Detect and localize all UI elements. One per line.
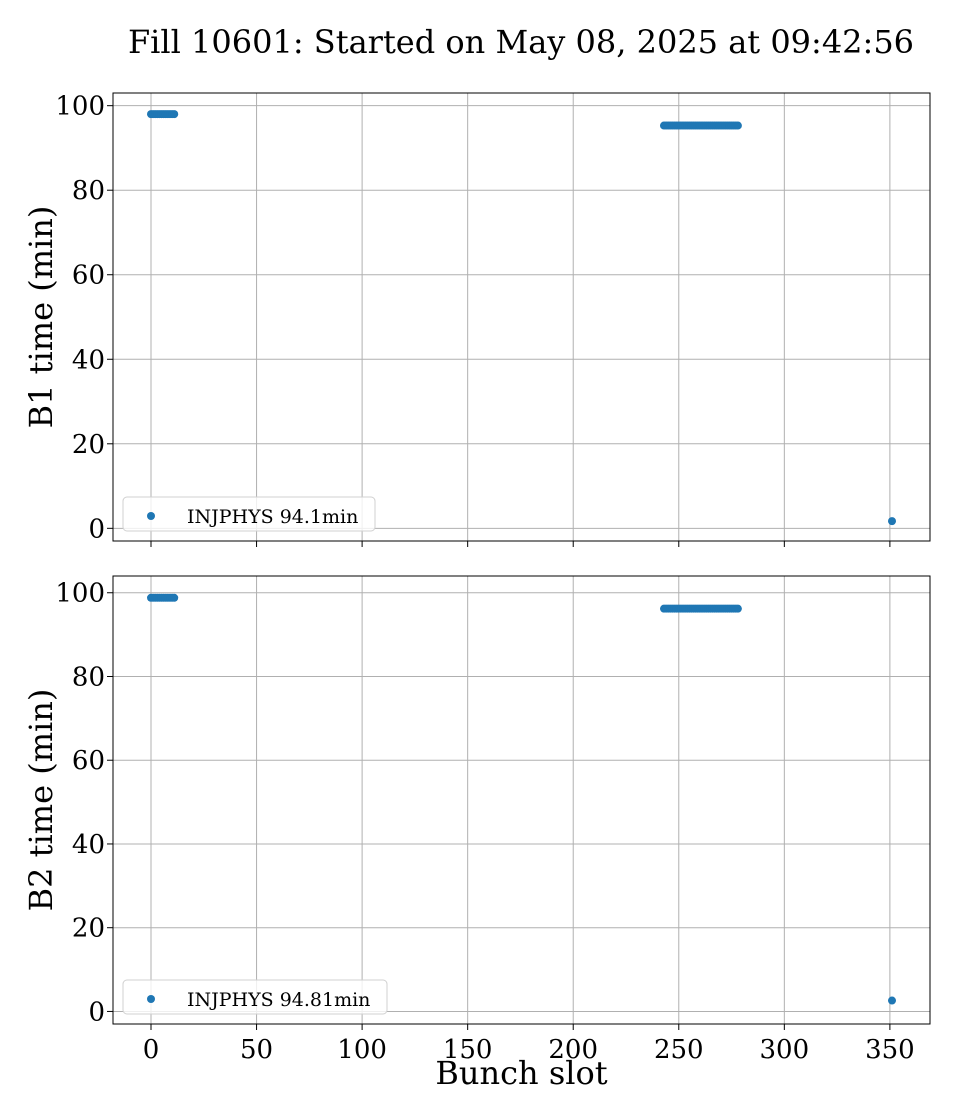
y-tick-label: 100 bbox=[55, 92, 105, 122]
legend-box bbox=[122, 979, 388, 1015]
y-tick-label: 100 bbox=[55, 579, 105, 609]
y-tick-label: 80 bbox=[72, 176, 105, 206]
data-point bbox=[733, 121, 742, 130]
panel-2: 0 50 100 150 200 250 300 350 0 20 40 60 80 100 B2 time… bbox=[22, 575, 931, 1065]
subplots: 0 20 40 60 80 100 B1 time (min) INJPHYS 94.1min… bbox=[22, 92, 931, 1092]
y-axis-label: B2 time (min) bbox=[22, 689, 60, 912]
legend-marker bbox=[147, 512, 155, 520]
x-tick-label: 50 bbox=[240, 1035, 273, 1065]
y-tick-label: 20 bbox=[72, 914, 105, 944]
data-point bbox=[170, 593, 179, 602]
y-tick-label: 40 bbox=[72, 345, 105, 375]
x-tick-label: 250 bbox=[654, 1035, 704, 1065]
y-tick-label: 80 bbox=[72, 662, 105, 692]
x-tick-label: 150 bbox=[443, 1035, 493, 1065]
data-point bbox=[888, 996, 896, 1005]
y-axis-label: B1 time (min) bbox=[22, 206, 60, 429]
axes-frame bbox=[112, 92, 931, 542]
panel-1: 0 20 40 60 80 100 B1 time (min) INJPHYS 94.1min bbox=[22, 92, 931, 547]
legend: INJPHYS 94.81min bbox=[122, 979, 388, 1015]
y-tick-label: 0 bbox=[88, 997, 105, 1027]
y-tick-label: 40 bbox=[72, 830, 105, 860]
y-tick-label: 20 bbox=[72, 430, 105, 460]
x-tick-label: 300 bbox=[760, 1035, 810, 1065]
legend-box bbox=[122, 496, 376, 532]
y-tick-label: 60 bbox=[72, 261, 105, 291]
legend-label: INJPHYS 94.1min bbox=[187, 506, 358, 528]
data-point bbox=[170, 110, 179, 119]
legend: INJPHYS 94.1min bbox=[122, 496, 376, 532]
figure-title: Fill 10601: Started on May 08, 2025 at 0… bbox=[128, 23, 914, 61]
x-tick-label: 100 bbox=[337, 1035, 387, 1065]
data-point bbox=[888, 517, 896, 526]
legend-marker bbox=[147, 995, 155, 1003]
x-tick-label: 0 bbox=[143, 1035, 160, 1065]
x-axis-label: Bunch slot bbox=[435, 1054, 607, 1092]
data-point bbox=[733, 604, 742, 613]
axes-frame bbox=[112, 575, 931, 1025]
y-tick-label: 60 bbox=[72, 746, 105, 776]
x-tick-label: 200 bbox=[548, 1035, 598, 1065]
legend-label: INJPHYS 94.81min bbox=[187, 989, 370, 1011]
x-tick-label: 350 bbox=[865, 1035, 915, 1065]
y-tick-label: 0 bbox=[88, 514, 105, 544]
